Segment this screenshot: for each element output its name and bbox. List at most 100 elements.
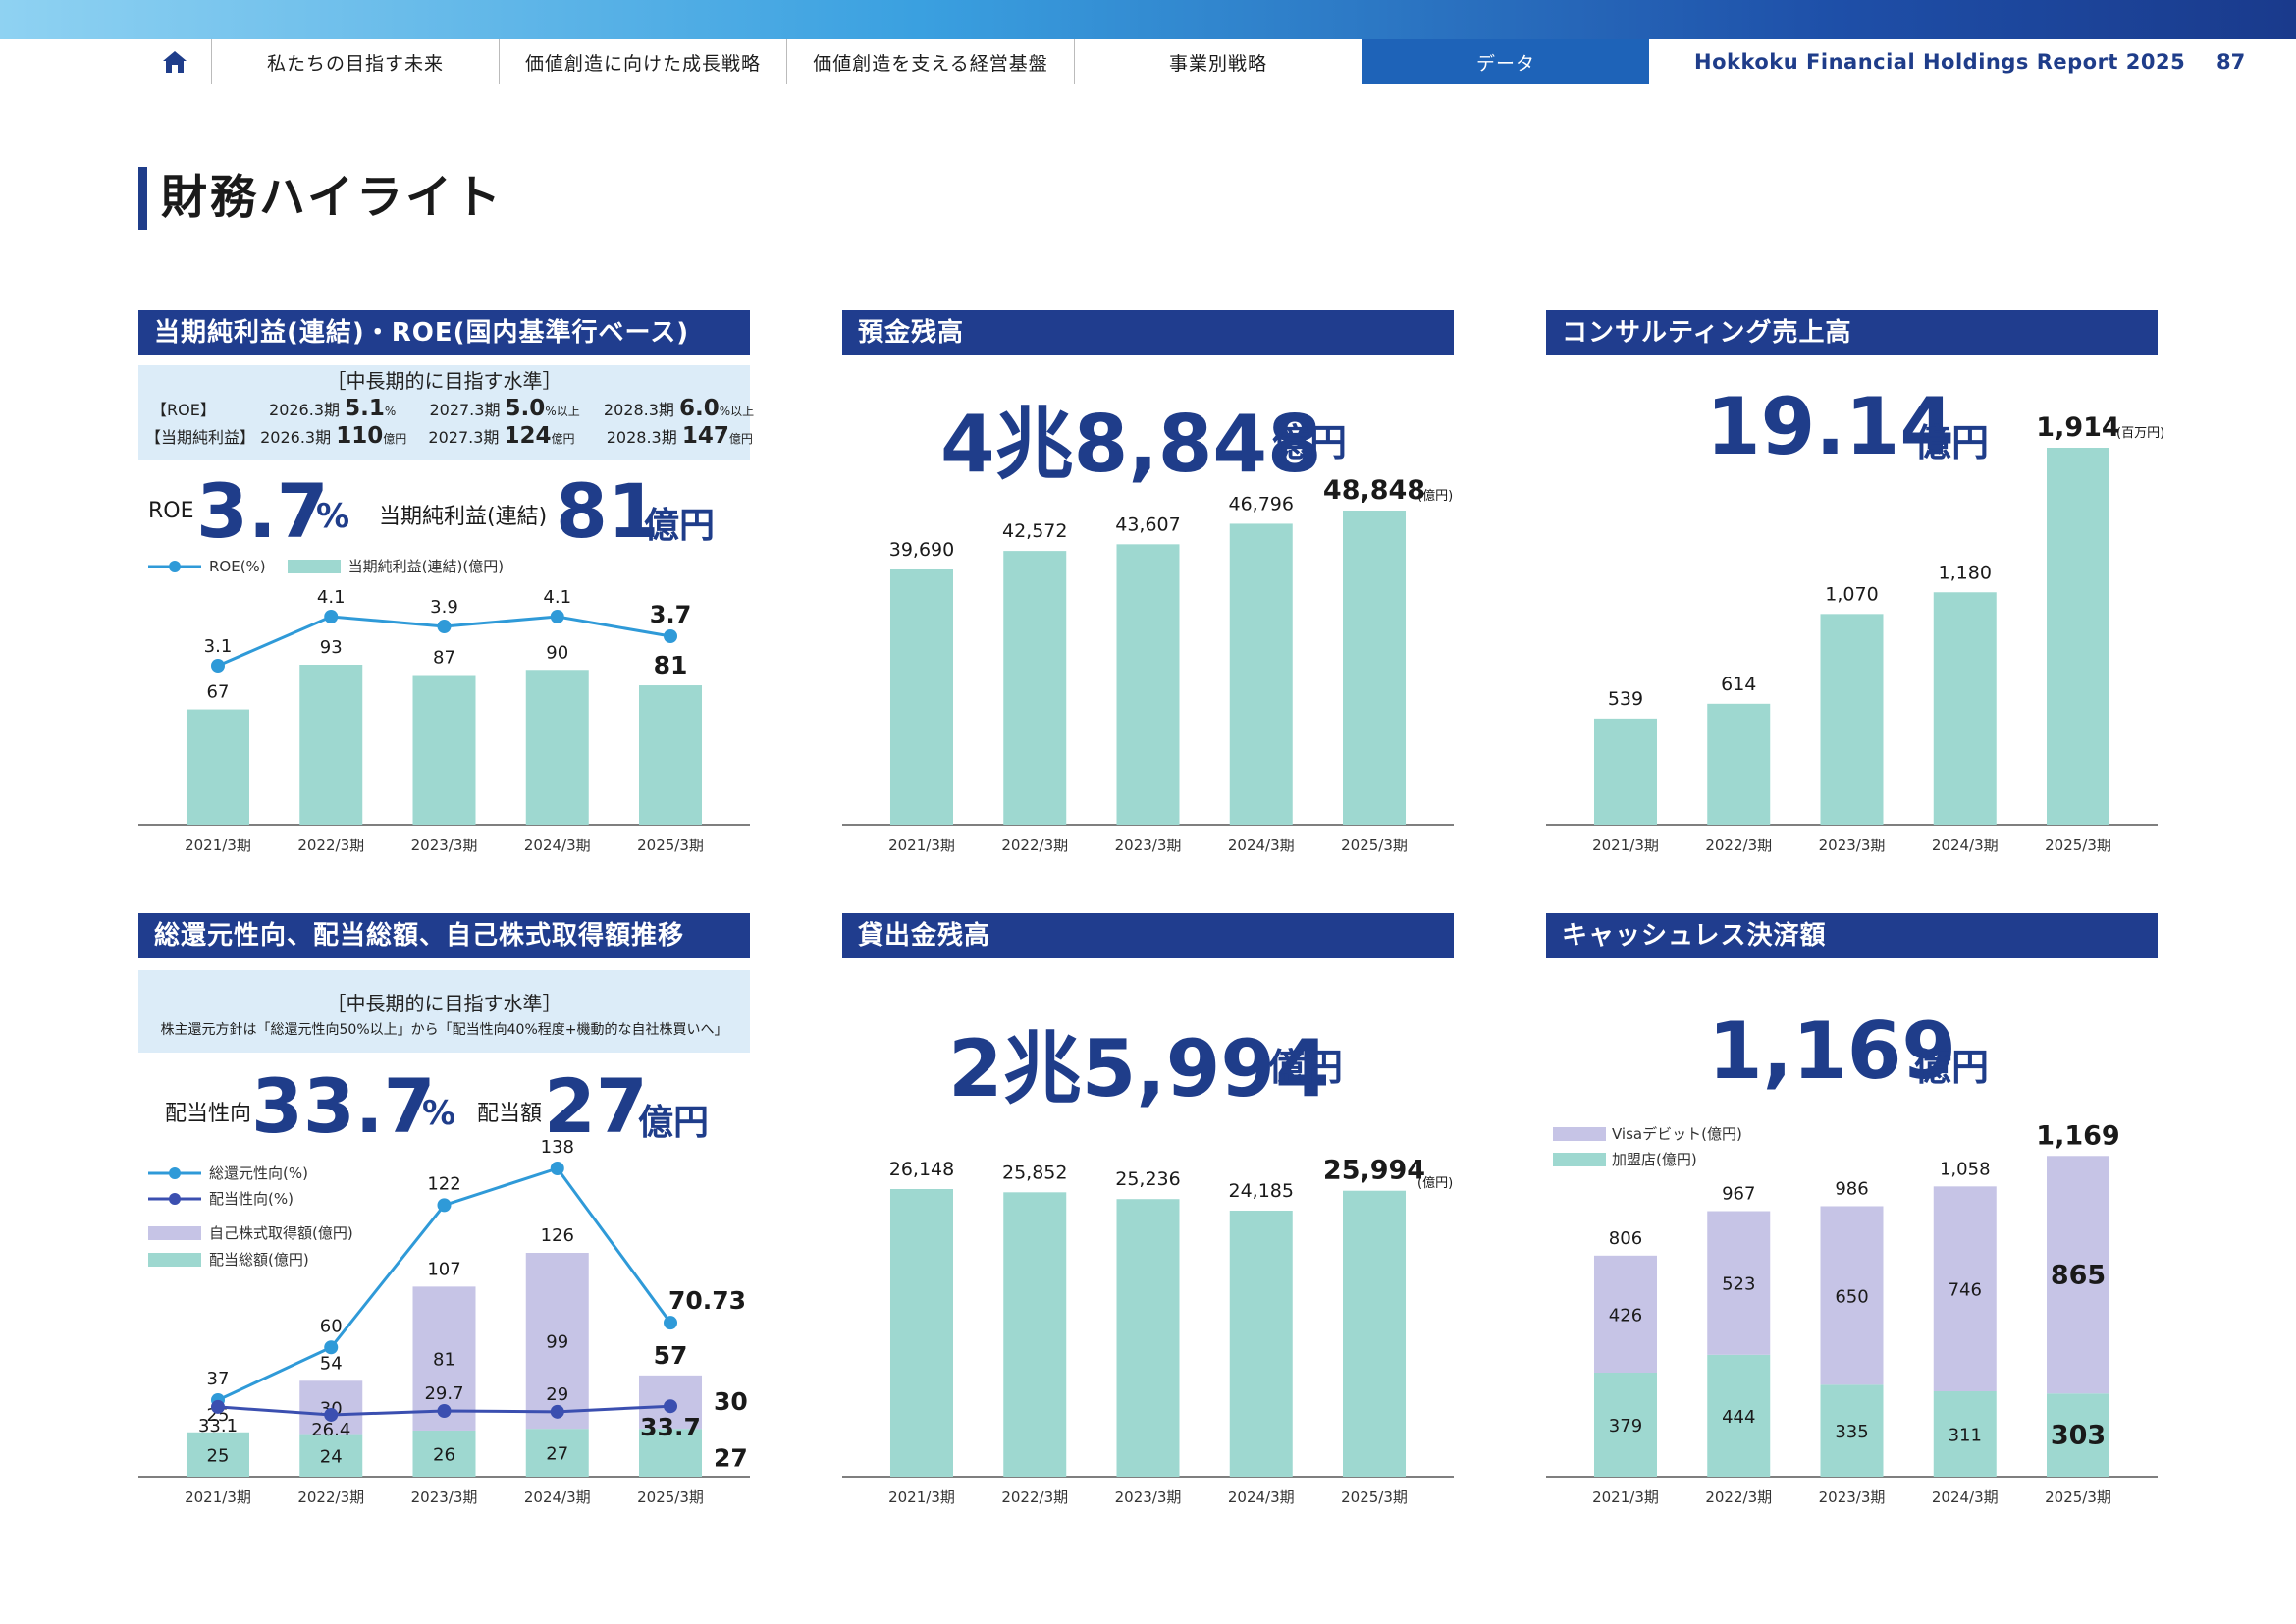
payout-point <box>550 1404 564 1419</box>
x-tick-label: 2021/3期 <box>185 837 251 854</box>
payout-unit: % <box>422 1094 456 1133</box>
legend-label: 配当総額(億円) <box>209 1251 309 1269</box>
goal-period: 2027.3期 <box>428 428 500 447</box>
x-tick-label: 2023/3期 <box>1115 837 1182 854</box>
bar <box>412 675 476 825</box>
bar <box>1116 1199 1180 1477</box>
tab-growth-strategy[interactable]: 価値創造に向けた成長戦略 <box>500 39 787 84</box>
total-return-label: 70.73 <box>668 1286 746 1315</box>
goal-period: 2028.3期 <box>603 401 674 419</box>
total-label: 57 <box>654 1341 688 1370</box>
roe-prefix: ROE <box>148 499 194 523</box>
deposits-unit: 億円 <box>1272 421 1348 464</box>
data-label: 42,572 <box>1002 520 1067 542</box>
buyback-label: 99 <box>546 1332 568 1353</box>
data-label: 43,607 <box>1115 514 1180 535</box>
data-label: 81 <box>654 651 688 679</box>
data-label: 614 <box>1721 674 1756 695</box>
page-title: 財務ハイライト <box>138 167 504 230</box>
deposits-unit-note: (億円) <box>1417 489 1454 504</box>
tab-management-base[interactable]: 価値創造を支える経営基盤 <box>787 39 1075 84</box>
bar-legend-icon <box>148 1225 201 1240</box>
merchant-label: 303 <box>2051 1421 2106 1451</box>
dividend-bar <box>639 1429 703 1477</box>
total-label: 1,058 <box>1940 1159 1991 1179</box>
legend-merchant: 加盟店(億円) <box>1553 1149 1697 1169</box>
visa-label: 523 <box>1722 1274 1755 1295</box>
section-title-cashless: キャッシュレス決済額 <box>1546 913 2158 958</box>
data-label: 67 <box>207 682 230 703</box>
profit-unit: 億円 <box>644 506 716 546</box>
roe-point <box>437 620 452 633</box>
payout-value: 33.7 <box>251 1062 436 1150</box>
goal-suffix: 以上 <box>730 405 755 418</box>
total-label: 54 <box>320 1353 343 1374</box>
x-tick-label: 2023/3期 <box>1115 1489 1182 1506</box>
dividend-prefix: 配当額 <box>477 1102 543 1126</box>
profit-goal-row1: 【ROE】 2026.3期 5.1% 2027.3期 5.0%以上 2028.3… <box>151 396 754 421</box>
payout-prefix: 配当性向 <box>165 1102 252 1126</box>
visa-bar <box>1593 1255 1657 1373</box>
merchant-label: 379 <box>1609 1416 1642 1436</box>
section-title-returns: 総還元性向、配当総額、自己株式取得額推移 <box>138 913 750 958</box>
total-return-label: 122 <box>427 1173 460 1194</box>
roe-value: 3.7 <box>196 467 329 555</box>
tab-business-strategy[interactable]: 事業別戦略 <box>1075 39 1362 84</box>
report-title: Hokkoku Financial Holdings Report 2025 <box>1694 50 2186 74</box>
dividend-bar <box>186 1432 249 1477</box>
data-label: 48,848 <box>1323 475 1425 506</box>
dividend-label: 24 <box>320 1446 343 1467</box>
tab-data[interactable]: データ <box>1362 39 1649 84</box>
section-title-loans: 貸出金残高 <box>842 913 1454 958</box>
consulting-unit: 億円 <box>1914 421 1990 464</box>
bar <box>1116 544 1180 825</box>
bar <box>1229 523 1293 825</box>
loans-value: 2兆5,994 <box>948 1023 1330 1114</box>
total-return-point <box>664 1316 678 1330</box>
x-tick-label: 2022/3期 <box>1001 1489 1068 1506</box>
bar <box>2047 448 2110 825</box>
total-return-label: 37 <box>207 1369 230 1389</box>
bar-legend-icon <box>287 559 341 573</box>
x-tick-label: 2025/3期 <box>1341 837 1408 854</box>
goal-unit: % <box>719 405 731 418</box>
legend-label: Visaデビット(億円) <box>1612 1125 1742 1143</box>
bar <box>1593 718 1657 825</box>
section-title-deposits: 預金残高 <box>842 310 1454 355</box>
dividend-label: 26 <box>433 1444 455 1465</box>
visa-bar <box>1820 1206 1884 1385</box>
buyback-bar <box>525 1253 589 1430</box>
tab-future[interactable]: 私たちの目指す未来 <box>212 39 500 84</box>
consulting-unit-note: (百万円) <box>2116 426 2165 441</box>
profit-goal-header: ［中長期的に目指す水準］ <box>326 369 562 393</box>
bar <box>889 1189 953 1477</box>
legend-dividend: 配当総額(億円) <box>148 1249 309 1270</box>
bar <box>1343 1190 1407 1477</box>
top-navigation: 私たちの目指す未来 価値創造に向けた成長戦略 価値創造を支える経営基盤 事業別戦… <box>137 39 1649 84</box>
goal-period: 2026.3期 <box>269 401 341 419</box>
data-label: 1,070 <box>1825 583 1878 605</box>
x-tick-label: 2025/3期 <box>1341 1489 1408 1506</box>
total-label: 806 <box>1609 1228 1642 1249</box>
dividend-bar <box>525 1429 589 1477</box>
x-tick-label: 2022/3期 <box>1705 1489 1772 1506</box>
home-button[interactable] <box>137 39 212 84</box>
legend-label: 配当性向(%) <box>209 1190 294 1208</box>
x-tick-label: 2024/3期 <box>1228 1489 1295 1506</box>
legend-total-return: 総還元性向(%) <box>148 1163 308 1183</box>
x-tick-label: 2021/3期 <box>1592 1489 1659 1506</box>
merchant-bar <box>1820 1384 1884 1477</box>
x-tick-label: 2021/3期 <box>185 1489 251 1506</box>
x-tick-label: 2022/3期 <box>1705 837 1772 854</box>
legend-label: 加盟店(億円) <box>1612 1151 1697 1168</box>
buyback-label: 81 <box>433 1350 455 1371</box>
merchant-bar <box>1933 1391 1997 1477</box>
x-tick-label: 2022/3期 <box>297 837 364 854</box>
legend-roe: ROE(%) <box>209 557 266 575</box>
goal-unit: 億円 <box>551 432 575 446</box>
dividend-bar <box>299 1434 363 1477</box>
goal-row2-label: 【当期純利益】 <box>145 428 256 447</box>
legend-payout: 配当性向(%) <box>148 1188 294 1209</box>
x-tick-label: 2023/3期 <box>411 1489 478 1506</box>
goal-unit: 億円 <box>728 432 753 446</box>
